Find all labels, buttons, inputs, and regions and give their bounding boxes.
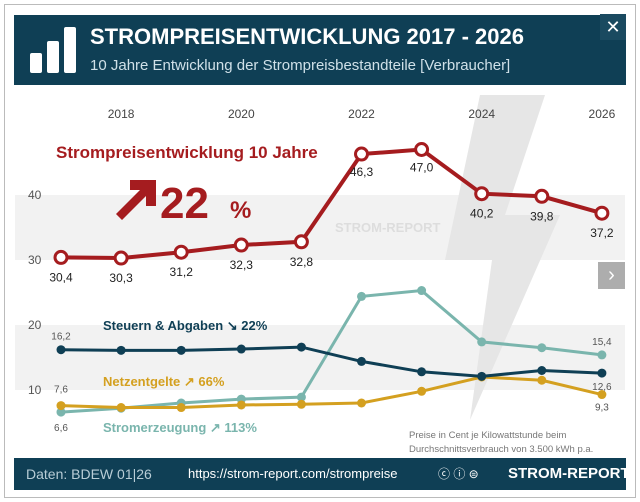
data-point [296, 399, 306, 409]
data-point [296, 392, 306, 402]
data-label: 9,3 [595, 403, 609, 414]
data-point [534, 188, 550, 204]
data-label: 12,6 [592, 382, 612, 393]
data-point [597, 368, 607, 378]
data-label: 15,4 [592, 337, 612, 348]
data-point [53, 249, 69, 265]
series-line-3 [60, 288, 603, 414]
headline-unit: % [230, 197, 251, 224]
x-tick-label: 2022 [348, 107, 375, 121]
unit-note: Durchschnittsverbrauch von 3.500 kWh p.a… [409, 444, 593, 455]
page-subtitle: 10 Jahre Entwicklung der Strompreisbesta… [90, 57, 511, 74]
data-point [113, 250, 129, 266]
data-label: 7,6 [54, 385, 68, 396]
data-point [597, 350, 607, 360]
data-label: 46,3 [350, 165, 374, 179]
data-point [293, 234, 309, 250]
y-tick-label: 40 [28, 188, 42, 202]
data-label: 31,2 [170, 265, 194, 279]
arrow-up-right-icon [116, 180, 156, 220]
watermark: STROM-REPORT [335, 220, 441, 235]
series-line-0 [60, 147, 603, 261]
data-point [296, 342, 306, 352]
data-point [474, 186, 490, 202]
data-point [537, 366, 547, 375]
data-label: 37,2 [590, 226, 614, 240]
data-label: 32,3 [230, 258, 254, 272]
x-tick-label: 2020 [228, 107, 255, 121]
cc-license-icon: ⓒ ⓘ ⊜ [438, 467, 479, 481]
data-point [597, 390, 607, 400]
data-point [176, 403, 186, 413]
data-point [417, 367, 427, 377]
next-arrow-button[interactable]: › [598, 262, 625, 289]
bar-chart-logo-icon [30, 27, 76, 73]
page-title: STROMPREISENTWICKLUNG 2017 - 2026 [90, 24, 524, 49]
series-line-2 [60, 375, 603, 410]
y-tick-label: 10 [28, 383, 42, 397]
data-point [357, 356, 366, 366]
data-label: 32,8 [290, 255, 314, 269]
series-line-1 [60, 345, 602, 378]
close-button[interactable]: ✕ [600, 14, 626, 40]
data-point [537, 375, 547, 385]
data-point [354, 146, 369, 162]
y-tick-label: 20 [28, 318, 42, 332]
data-label: 16,2 [51, 332, 71, 343]
data-point [116, 403, 126, 413]
data-point [173, 244, 189, 260]
data-label: 39,8 [530, 209, 554, 223]
x-tick-label: 2018 [108, 107, 135, 121]
data-label: 30,3 [109, 271, 133, 285]
data-point [357, 291, 366, 301]
data-point [477, 337, 487, 347]
data-point [56, 407, 66, 417]
data-point [414, 142, 430, 157]
legend-label: Steuern & Abgaben ↘ 22% [103, 318, 268, 333]
unit-note: Preise in Cent je Kilowattstunde beim [409, 430, 566, 441]
footer: Daten: BDEW 01|26 https://strom-report.c… [14, 458, 630, 490]
header: STROMPREISENTWICKLUNG 2017 - 2026 10 Jah… [14, 14, 626, 85]
data-point [357, 398, 366, 408]
x-tick-label: 2026 [589, 107, 616, 121]
headline: Strompreisentwicklung 10 Jahre [56, 143, 318, 162]
data-point [233, 237, 249, 253]
y-tick-label: 30 [28, 253, 42, 267]
data-point [477, 371, 487, 381]
data-point [176, 345, 186, 355]
data-label: 30,4 [49, 270, 73, 284]
data-point [417, 386, 427, 396]
data-point [594, 205, 610, 221]
source-url-link[interactable]: https://strom-report.com/strompreise [188, 466, 398, 481]
data-point [537, 343, 547, 353]
x-tick-label: 2024 [468, 107, 495, 121]
data-point [116, 345, 126, 355]
lightning-watermark-icon [445, 95, 560, 420]
data-point [56, 345, 66, 355]
data-point [236, 344, 246, 354]
data-point [417, 286, 427, 296]
data-label: 40,2 [470, 207, 494, 221]
data-point [56, 401, 66, 411]
legend-label: Netzentgelte ↗ 66% [103, 374, 225, 389]
brand-name: STROM-REPORT [508, 465, 630, 482]
headline-change: 22 [160, 179, 209, 228]
data-label: 6,6 [54, 423, 68, 434]
data-label: 47,0 [410, 161, 434, 175]
legend-label: Stromerzeugung ↗ 113% [103, 420, 257, 435]
data-source: Daten: BDEW 01|26 [26, 466, 152, 482]
data-point [236, 400, 246, 410]
